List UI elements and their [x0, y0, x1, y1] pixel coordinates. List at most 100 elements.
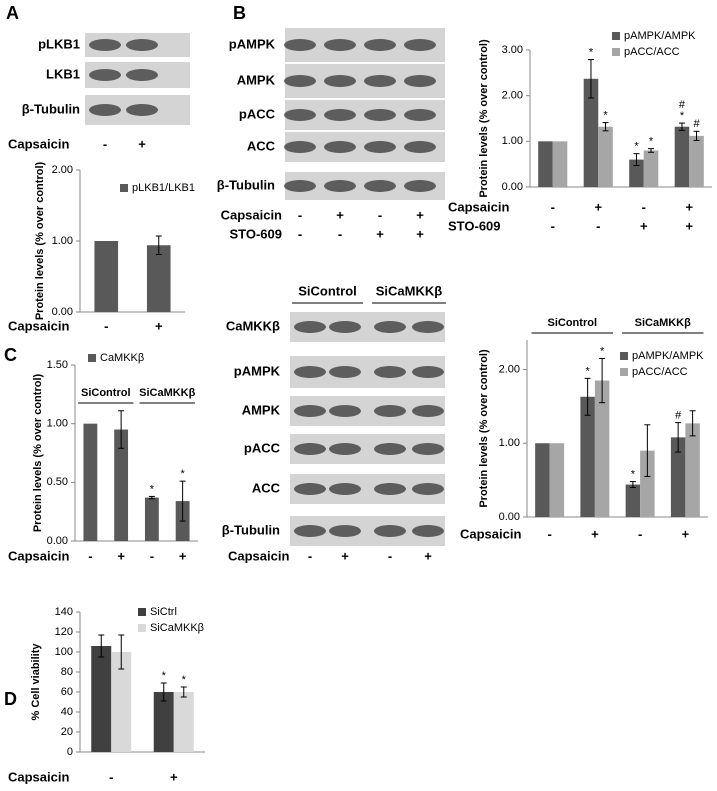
blot-band — [374, 366, 406, 378]
error-bar — [160, 682, 167, 702]
x-tick-label: + — [117, 548, 125, 563]
treatment-mark: + — [138, 136, 146, 151]
blot-band — [284, 109, 316, 121]
y-tick-label: 80 — [61, 666, 73, 678]
legend-swatch — [138, 624, 146, 632]
treatment-mark: - — [103, 136, 107, 151]
treatment-mark: + — [336, 207, 344, 222]
error-bar — [148, 495, 155, 500]
y-axis-label: Protein levels (% over control) — [478, 39, 490, 198]
error-bar — [118, 410, 125, 449]
x-tick-label: - — [109, 769, 113, 784]
significance-mark: * — [180, 468, 185, 480]
bar — [146, 245, 171, 312]
y-tick-label: 140 — [55, 606, 73, 618]
x-tick-label: + — [591, 526, 599, 541]
x-row-label: Capsaicin — [8, 318, 69, 333]
legend-label: pAMPK/AMPK — [632, 350, 704, 362]
treatment-label: Capsaicin — [8, 136, 69, 151]
x-row-label: Capsaicin — [8, 769, 69, 784]
error-bar — [629, 481, 636, 488]
blot-label: CaMKKβ — [226, 318, 280, 333]
blot-band — [364, 39, 396, 51]
bar — [643, 150, 659, 187]
blot-band — [412, 405, 444, 417]
error-bar — [633, 153, 640, 167]
bar — [91, 646, 112, 752]
blot-band — [364, 75, 396, 87]
group-label: SiControl — [548, 317, 598, 329]
error-bar — [118, 634, 125, 670]
blot-band — [329, 443, 361, 455]
blot-label: β-Tubulin — [217, 177, 275, 192]
y-tick-label: 0.50 — [47, 476, 68, 488]
blot-band — [374, 525, 406, 537]
blot-band — [364, 141, 396, 153]
blot-band — [404, 75, 436, 87]
y-tick-label: 20 — [61, 726, 73, 738]
y-axis-label: Protein levels (% over control) — [478, 349, 490, 508]
blot-band — [126, 104, 158, 116]
treatment-mark: - — [388, 548, 392, 563]
treatment-mark: - — [378, 207, 382, 222]
blot-band — [126, 39, 158, 51]
panel-letter: C — [4, 345, 17, 365]
y-tick-label: 0.00 — [499, 511, 520, 523]
error-bar — [599, 357, 606, 404]
bar — [689, 135, 704, 187]
blot-band — [294, 525, 326, 537]
treatment-mark: - — [338, 226, 342, 241]
treatment-mark: + — [416, 226, 424, 241]
blot-label: AMPK — [237, 72, 276, 87]
blot-band — [324, 39, 356, 51]
blot-label: β-Tubulin — [222, 522, 280, 537]
blot-band — [294, 443, 326, 455]
blot-band — [404, 109, 436, 121]
significance-mark: # — [675, 410, 682, 422]
blot-band — [294, 321, 326, 333]
blot-band — [126, 69, 158, 81]
y-tick-label: 0.00 — [47, 535, 68, 547]
x-row-label: Capsaicin — [460, 526, 521, 541]
blot-label: pACC — [244, 440, 281, 455]
group-label: SiCaMKKβ — [376, 283, 443, 298]
y-tick-label: 2.00 — [52, 164, 73, 176]
y-axis-label: % Cell viability — [30, 643, 42, 721]
blot-band — [89, 39, 121, 51]
bar — [114, 429, 129, 541]
bar — [629, 159, 644, 187]
treatment-mark: + — [341, 548, 349, 563]
blot-band — [374, 483, 406, 495]
blot-band — [374, 405, 406, 417]
blot-label: pAMPK — [229, 36, 276, 51]
blot-band — [324, 109, 356, 121]
x-tick-label: - — [150, 548, 154, 563]
error-bar — [602, 122, 609, 132]
blot-band — [412, 483, 444, 495]
blot-band — [364, 109, 396, 121]
x-tick-label: - — [104, 318, 108, 333]
blot-band — [329, 366, 361, 378]
x-tick-label: + — [685, 199, 693, 214]
legend-swatch — [88, 354, 96, 362]
blot-band — [284, 141, 316, 153]
y-tick-label: 1.00 — [47, 418, 68, 430]
legend-label: pLKB1/LKB1 — [132, 182, 195, 194]
legend-swatch — [612, 48, 620, 56]
legend-label: SiCtrl — [150, 606, 177, 618]
y-axis-label: Protein levels (% over control) — [34, 162, 46, 321]
error-bar — [678, 122, 685, 131]
error-bar — [180, 686, 187, 698]
blot-label: pACC — [239, 106, 276, 121]
bar — [580, 396, 595, 517]
y-tick-label: 2.00 — [502, 90, 523, 102]
y-tick-label: 0.00 — [52, 306, 73, 318]
blot-band — [324, 141, 356, 153]
y-tick-label: 1.00 — [499, 437, 520, 449]
x-tick-label: - — [596, 218, 600, 233]
x-row-label: Capsaicin — [448, 199, 509, 214]
blot-label: ACC — [252, 480, 281, 495]
error-bar — [155, 235, 162, 255]
error-bar — [648, 148, 655, 153]
blot-band — [412, 321, 444, 333]
